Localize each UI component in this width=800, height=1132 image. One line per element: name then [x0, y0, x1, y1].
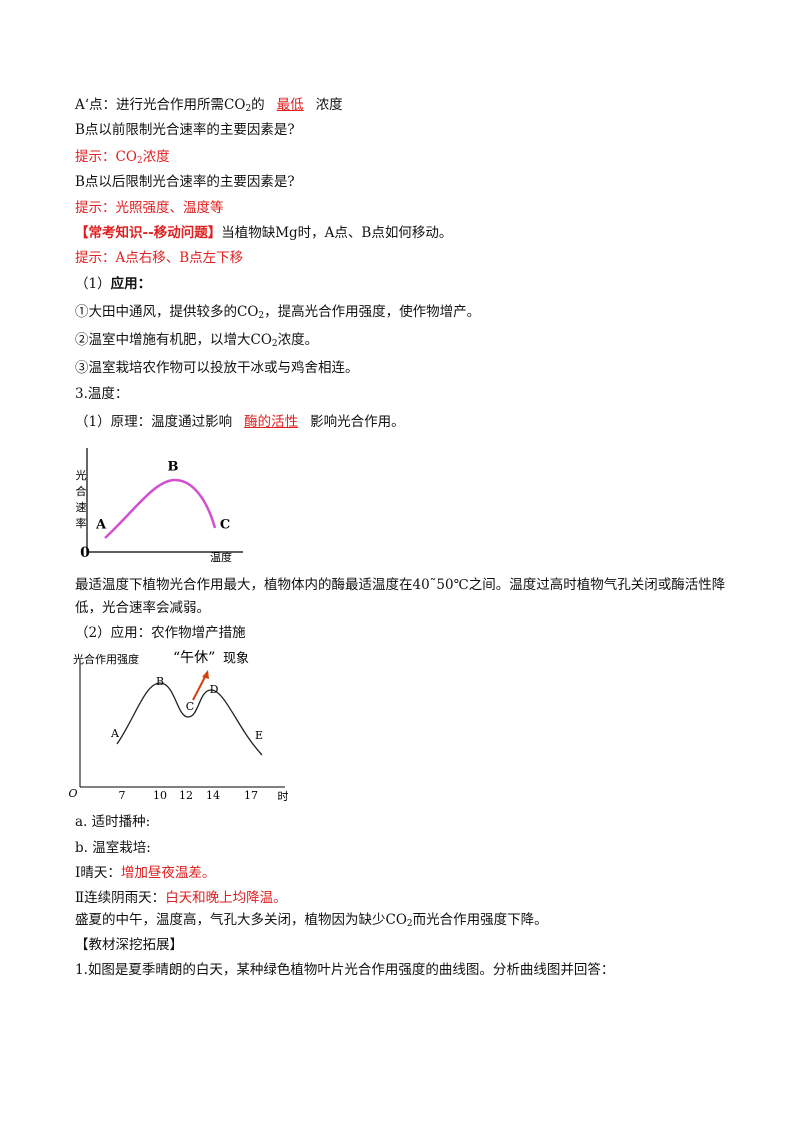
title: “午休” — [173, 650, 215, 666]
point-label: E — [255, 729, 263, 742]
paragraph: （1）应用： — [75, 273, 151, 295]
x-tick-label: 12 — [179, 789, 193, 802]
answer: 最低 — [276, 97, 304, 113]
y-label: 光合作用强度 — [73, 652, 139, 666]
text: A‘点：进行光合作用所需CO — [75, 97, 246, 113]
x-tick-label: 14 — [206, 789, 220, 802]
point-label: B — [156, 675, 164, 688]
paragraph: ②温室中增施有机肥，以增大CO2浓度。 — [75, 329, 318, 351]
subscript: 2 — [245, 104, 252, 114]
text: 增加昼夜温差。 — [120, 865, 216, 881]
text: 白天和晚上均降温。 — [165, 890, 287, 906]
y-label: 速 — [76, 501, 87, 514]
paragraph: a. 适时播种: — [75, 814, 151, 830]
arrow-head — [202, 670, 209, 679]
curve — [104, 478, 217, 539]
origin: O — [68, 787, 77, 800]
text: ，提高光合作用强度，使作物增产。 — [264, 304, 481, 320]
paragraph: 盛夏的中午，温度高，气孔大多关闭，植物因为缺少CO2而光合作用强度下降。 — [75, 909, 548, 931]
text: 浓度 — [142, 149, 170, 165]
x-tick-label: 17 — [244, 789, 258, 802]
text: 的 — [251, 97, 265, 113]
paragraph: b. 温室栽培: — [75, 840, 151, 856]
curve — [116, 682, 263, 756]
paragraph: （1）原理：温度通过影响 酶的活性 影响光合作用。 — [75, 411, 405, 433]
text: Ⅱ连续阴雨天： — [75, 890, 166, 906]
text: 当植物缺Mg时，A点、B点如何移动。 — [221, 225, 453, 241]
point-label: C — [220, 518, 230, 533]
arrow — [192, 674, 207, 701]
paragraph: 提示：光照强度、温度等 — [75, 200, 224, 216]
midday-figure: 光合作用强度 “午休” 现象 A B C D E O 7 10 12 14 17… — [68, 650, 289, 803]
x-tick-label: 7 — [119, 789, 126, 802]
y-label: 光 — [76, 468, 87, 482]
text: 浓度 — [315, 97, 343, 113]
paragraph: 3.温度： — [75, 386, 129, 402]
x-tick-label: 10 — [153, 789, 167, 802]
point-label: A — [110, 727, 120, 740]
point-label: B — [168, 460, 179, 475]
text: 而光合作用强度下降。 — [412, 912, 548, 928]
text: 盛夏的中午，温度高，气孔大多关闭，植物因为缺少CO — [75, 912, 407, 928]
paragraph: 【教材深挖拓展】 — [75, 937, 183, 953]
paragraph: Ⅰ晴天：增加昼夜温差。 — [75, 862, 215, 884]
paragraph: 1.如图是夏季晴朗的白天，某种绿色植物叶片光合作用强度的曲线图。分析曲线图并回答… — [75, 962, 615, 978]
text: ①大田中通风，提供较多的CO — [75, 304, 259, 320]
paragraph: 提示：CO2浓度 — [75, 146, 170, 168]
y-label: 率 — [76, 516, 87, 530]
x-label: 时 — [278, 790, 289, 803]
paragraph: ①大田中通风，提供较多的CO2，提高光合作用强度，使作物增产。 — [75, 301, 480, 323]
origin: 0 — [80, 545, 90, 561]
text: （1） — [75, 276, 111, 292]
y-label: 合 — [76, 484, 87, 498]
paragraph: Ⅱ连续阴雨天：白天和晚上均降温。 — [75, 887, 287, 909]
text: 【常考知识--移动问题】 — [75, 225, 222, 241]
subscript: 2 — [258, 311, 265, 321]
text: 浓度。 — [277, 332, 319, 348]
text: （1）原理：温度通过影响 — [75, 414, 233, 430]
paragraph: ③温室栽培农作物可以投放干冰或与鸡舍相连。 — [75, 360, 359, 376]
title: 现象 — [223, 652, 249, 667]
temperature-figure: 光 合 速 率 A B C 0 温度 — [76, 448, 243, 564]
point-label: A — [95, 518, 107, 533]
paragraph: A‘点：进行光合作用所需CO2的 最低 浓度 — [75, 94, 343, 116]
paragraph: 最适温度下植物光合作用最大，植物体内的酶最适温度在40˜50℃之间。温度过高时植… — [75, 577, 726, 616]
text: 应用： — [110, 276, 152, 292]
x-label: 温度 — [210, 550, 232, 564]
paragraph: （2）应用：农作物增产措施 — [75, 625, 246, 641]
paragraph: B点以前限制光合速率的主要因素是? — [75, 122, 295, 138]
subscript: 2 — [136, 156, 143, 166]
paragraph: B点以后限制光合速率的主要因素是? — [75, 174, 295, 190]
answer: 酶的活性 — [244, 414, 299, 430]
paragraph: 【常考知识--移动问题】当植物缺Mg时，A点、B点如何移动。 — [75, 222, 452, 244]
paragraph: 提示：A点右移、B点左下移 — [75, 250, 244, 266]
text: 提示：CO — [75, 149, 137, 165]
subscript: 2 — [406, 919, 413, 929]
point-label: C — [186, 700, 194, 713]
text: Ⅰ晴天： — [75, 865, 121, 881]
text: ②温室中增施有机肥，以增大CO — [75, 332, 272, 348]
subscript: 2 — [271, 339, 278, 349]
text: 影响光合作用。 — [310, 414, 405, 430]
point-label: D — [210, 683, 219, 696]
